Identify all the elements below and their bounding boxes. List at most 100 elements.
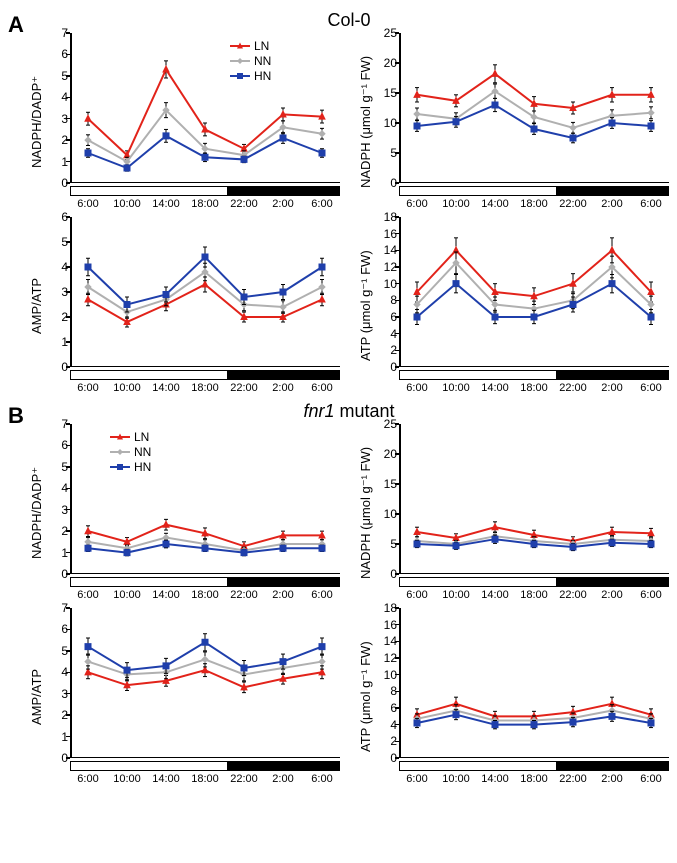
ytick-label: 6 xyxy=(373,701,397,715)
ytick-label: 1 xyxy=(44,546,68,560)
xtick-label: 14:00 xyxy=(481,589,509,601)
ytick-label: 4 xyxy=(44,90,68,104)
ytick-label: 10 xyxy=(373,277,397,291)
xtick-label: 6:00 xyxy=(640,382,661,394)
xtick-label: 18:00 xyxy=(191,589,219,601)
xtick-label: 14:00 xyxy=(152,773,180,785)
ytick-label: 15 xyxy=(373,477,397,491)
xtick-label: 22:00 xyxy=(559,198,587,210)
xtick-label: 10:00 xyxy=(442,198,470,210)
ytick-label: 12 xyxy=(373,260,397,274)
light-dark-bar xyxy=(70,761,340,771)
ytick-label: 6 xyxy=(44,438,68,452)
legend: LNNNHN xyxy=(110,430,151,475)
y-axis-label: NADPH (μmol g⁻¹ FW) xyxy=(358,438,373,588)
legend-label: HN xyxy=(134,460,151,474)
ytick-label: 8 xyxy=(373,293,397,307)
y-axis-label: NADPH (μmol g⁻¹ FW) xyxy=(358,47,373,197)
ytick-label: 18 xyxy=(373,210,397,224)
chart: ATP (μmol g⁻¹ FW)0246810121416186:0010:0… xyxy=(358,217,669,395)
ytick-label: 16 xyxy=(373,618,397,632)
y-axis-label: ATP (μmol g⁻¹ FW) xyxy=(358,622,373,772)
y-axis-label: NADPH/DADP⁺ xyxy=(29,438,44,588)
xtick-label: 18:00 xyxy=(520,773,548,785)
panel-letter: B xyxy=(8,401,29,429)
ytick-label: 12 xyxy=(373,651,397,665)
xtick-label: 10:00 xyxy=(442,773,470,785)
ytick-label: 2 xyxy=(44,310,68,324)
xtick-label: 2:00 xyxy=(601,589,622,601)
ytick-label: 1 xyxy=(44,335,68,349)
panel-letter: A xyxy=(8,10,29,38)
xtick-label: 6:00 xyxy=(640,198,661,210)
section-title: Col-0 xyxy=(29,10,669,31)
chart: ATP (μmol g⁻¹ FW)0246810121416186:0010:0… xyxy=(358,608,669,786)
y-axis-label: ATP (μmol g⁻¹ FW) xyxy=(358,231,373,381)
xtick-label: 6:00 xyxy=(311,198,332,210)
ytick-label: 4 xyxy=(44,665,68,679)
xtick-label: 14:00 xyxy=(152,382,180,394)
xtick-label: 6:00 xyxy=(406,589,427,601)
xtick-label: 22:00 xyxy=(559,382,587,394)
xtick-label: 18:00 xyxy=(520,198,548,210)
xtick-label: 10:00 xyxy=(113,382,141,394)
ytick-label: 14 xyxy=(373,243,397,257)
ytick-label: 10 xyxy=(373,507,397,521)
ytick-label: 4 xyxy=(373,718,397,732)
ytick-label: 3 xyxy=(44,285,68,299)
xtick-label: 18:00 xyxy=(191,198,219,210)
ytick-label: 25 xyxy=(373,26,397,40)
ytick-label: 10 xyxy=(373,668,397,682)
xtick-label: 14:00 xyxy=(152,589,180,601)
plot-area xyxy=(70,33,340,183)
legend-item: NN xyxy=(230,54,271,68)
chart: AMP/ATP01234566:0010:0014:0018:0022:002:… xyxy=(29,217,340,395)
legend-label: LN xyxy=(254,39,269,53)
y-axis-label: NADPH/DADP⁺ xyxy=(29,47,44,197)
ytick-label: 5 xyxy=(44,644,68,658)
legend-label: LN xyxy=(134,430,149,444)
ytick-label: 7 xyxy=(44,26,68,40)
legend-item: LN xyxy=(110,430,151,444)
ytick-label: 5 xyxy=(373,146,397,160)
light-dark-bar xyxy=(70,186,340,196)
plot-area xyxy=(399,33,669,183)
legend-label: NN xyxy=(134,445,151,459)
ytick-label: 1 xyxy=(44,730,68,744)
xtick-label: 18:00 xyxy=(520,382,548,394)
legend-item: LN xyxy=(230,39,271,53)
legend-item: HN xyxy=(230,69,271,83)
ytick-label: 8 xyxy=(373,684,397,698)
xtick-label: 18:00 xyxy=(191,773,219,785)
ytick-label: 7 xyxy=(44,601,68,615)
xtick-label: 6:00 xyxy=(406,198,427,210)
ytick-label: 5 xyxy=(44,235,68,249)
ytick-label: 3 xyxy=(44,687,68,701)
xtick-label: 22:00 xyxy=(230,198,258,210)
ytick-label: 2 xyxy=(373,343,397,357)
chart: NADPH (μmol g⁻¹ FW)05101520256:0010:0014… xyxy=(358,424,669,602)
xtick-label: 6:00 xyxy=(77,382,98,394)
plot-area xyxy=(70,217,340,367)
light-dark-bar xyxy=(399,761,669,771)
ytick-label: 6 xyxy=(373,310,397,324)
xtick-label: 14:00 xyxy=(481,773,509,785)
ytick-label: 10 xyxy=(373,116,397,130)
ytick-label: 4 xyxy=(373,327,397,341)
ytick-label: 20 xyxy=(373,447,397,461)
y-axis-label: AMP/ATP xyxy=(29,231,44,381)
xtick-label: 6:00 xyxy=(406,382,427,394)
xtick-label: 2:00 xyxy=(272,382,293,394)
plot-area xyxy=(399,608,669,758)
ytick-label: 0 xyxy=(373,176,397,190)
xtick-label: 10:00 xyxy=(113,773,141,785)
ytick-label: 16 xyxy=(373,227,397,241)
ytick-label: 15 xyxy=(373,86,397,100)
plot-area xyxy=(399,217,669,367)
ytick-label: 0 xyxy=(373,567,397,581)
xtick-label: 14:00 xyxy=(481,382,509,394)
light-dark-bar xyxy=(399,370,669,380)
xtick-label: 2:00 xyxy=(272,198,293,210)
xtick-label: 6:00 xyxy=(311,382,332,394)
ytick-label: 5 xyxy=(44,460,68,474)
